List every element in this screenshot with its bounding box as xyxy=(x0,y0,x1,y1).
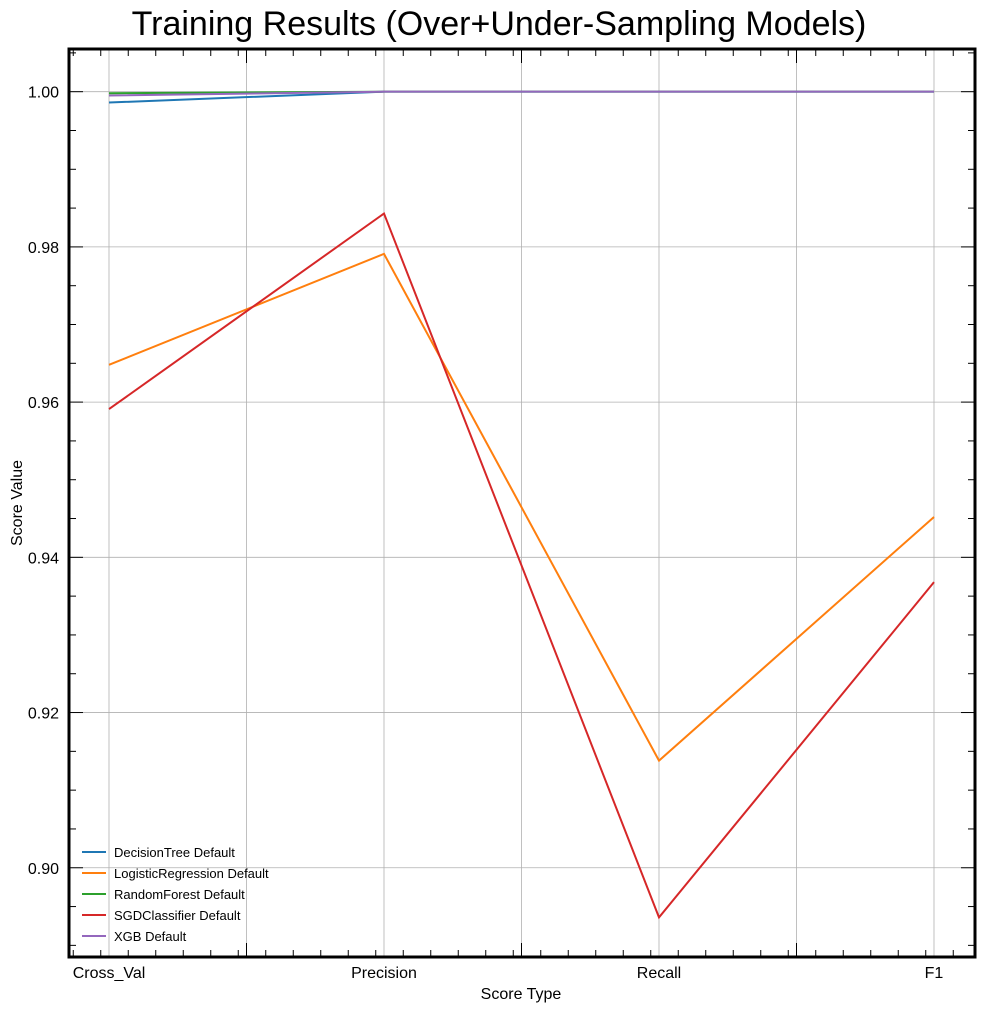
x-tick-label-precision: Precision xyxy=(351,965,417,982)
series-line-xgb-default xyxy=(108,90,934,97)
x-tick-label-f1: F1 xyxy=(925,965,944,982)
y-tick-label: 0.98 xyxy=(28,240,59,257)
y-tick-label: 0.94 xyxy=(28,550,59,567)
grid-lines xyxy=(69,49,975,957)
chart-title: Training Results (Over+Under-Sampling Mo… xyxy=(132,5,867,43)
y-axis-label: Score Value xyxy=(9,460,26,546)
y-tick-label: 0.92 xyxy=(28,706,59,723)
legend-entry: RandomForest Default xyxy=(114,887,245,902)
axis-ticks xyxy=(69,49,975,957)
y-tick-label: 0.90 xyxy=(28,861,59,878)
y-tick-label: 1.00 xyxy=(28,85,59,102)
legend: DecisionTree Default LogisticRegression D… xyxy=(82,845,269,944)
legend-entry: DecisionTree Default xyxy=(114,845,235,860)
series-lines xyxy=(108,90,935,920)
x-tick-label-cross_val: Cross_Val xyxy=(73,965,146,982)
x-tick-labels: Cross_Val Precision Recall F1 xyxy=(73,965,944,982)
series-line-sgdclassifier-default xyxy=(108,211,935,920)
legend-entry: LogisticRegression Default xyxy=(114,866,269,881)
plot-frame xyxy=(67,47,977,959)
x-axis-label: Score Type xyxy=(481,986,562,1003)
series-line-logisticregression-default xyxy=(108,252,935,763)
x-tick-label-recall: Recall xyxy=(637,965,681,982)
y-tick-labels: 0.90 0.92 0.94 0.96 0.98 1.00 xyxy=(28,85,59,878)
legend-entry: XGB Default xyxy=(114,929,187,944)
legend-entry: SGDClassifier Default xyxy=(114,908,241,923)
y-tick-label: 0.96 xyxy=(28,395,59,412)
